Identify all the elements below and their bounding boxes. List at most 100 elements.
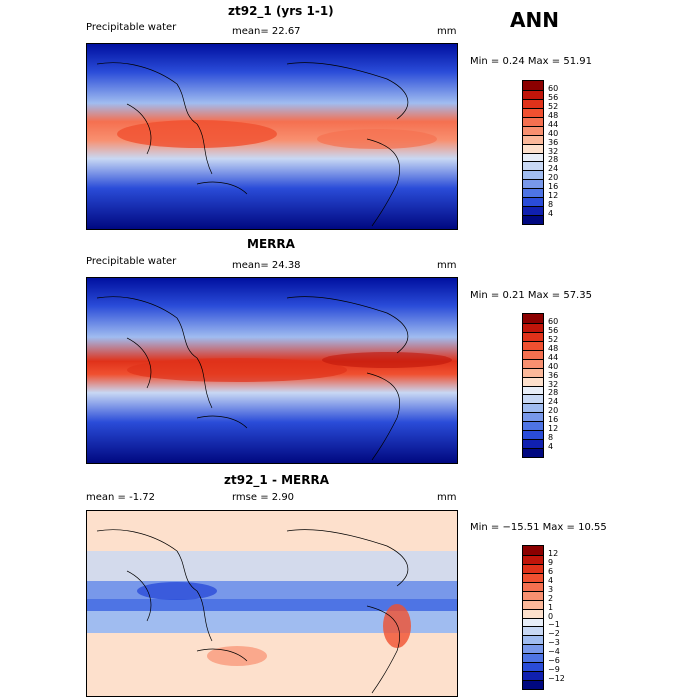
colorbar-swatch: [523, 617, 543, 627]
units-label-obs: mm: [437, 260, 457, 271]
map-diff: [86, 510, 458, 697]
colorbar-tick-label: 52: [548, 334, 559, 344]
colorbar-swatch: [523, 572, 543, 582]
colorbar-swatch: [523, 116, 543, 126]
colorbar-obs: [522, 313, 544, 458]
colorbar-swatch: [523, 125, 543, 135]
colorbar-tick-label: 40: [548, 128, 559, 138]
colorbar-tick-label: 9: [548, 557, 554, 567]
colorbar-swatch: [523, 644, 543, 654]
colorbar-tick-label: 4: [548, 575, 554, 585]
minmax-label-obs: Min = 0.21 Max = 57.35: [470, 290, 592, 301]
units-label-model: mm: [437, 26, 457, 37]
colorbar-tick-label: 44: [548, 119, 559, 129]
colorbar-swatch: [523, 394, 543, 404]
colorbar-tick-label: 6: [548, 566, 554, 576]
colorbar-tick-label: 32: [548, 379, 559, 389]
colorbar-tick-label: 40: [548, 361, 559, 371]
minmax-label-model: Min = 0.24 Max = 51.91: [470, 56, 592, 67]
colorbar-swatch: [523, 367, 543, 377]
colorbar-tick-label: 24: [548, 397, 559, 407]
colorbar-tick-label: 60: [548, 316, 559, 326]
season-label: ANN: [510, 8, 559, 32]
colorbar-swatch: [523, 376, 543, 386]
colorbar-diff: [522, 545, 544, 690]
colorbar-tick-label: 12: [548, 191, 559, 201]
colorbar-swatch: [523, 385, 543, 395]
variable-label-model: Precipitable water: [86, 22, 177, 33]
colorbar-tick-label: 24: [548, 164, 559, 174]
colorbar-tick-label: 48: [548, 110, 559, 120]
minmax-label-diff: Min = −15.51 Max = 10.55: [470, 522, 607, 533]
colorbar-tick-label: 36: [548, 370, 559, 380]
colorbar-swatch: [523, 581, 543, 591]
colorbar-swatch: [523, 179, 543, 189]
colorbar-tick-label: 20: [548, 173, 559, 183]
colorbar-tick-label: 52: [548, 101, 559, 111]
colorbar-swatch: [523, 349, 543, 359]
colorbar-tick-label: 4: [548, 442, 554, 452]
colorbar-tick-label: 8: [548, 200, 554, 210]
colorbar-swatch: [523, 662, 543, 672]
colorbar-swatch: [523, 143, 543, 153]
colorbar-tick-label: 48: [548, 343, 559, 353]
colorbar-swatch: [523, 421, 543, 431]
colorbar-swatch: [523, 322, 543, 332]
colorbar-swatch: [523, 170, 543, 180]
colorbar-swatch: [523, 546, 543, 555]
colorbar-swatch: [523, 671, 543, 681]
colorbar-swatch: [523, 188, 543, 198]
colorbar-swatch: [523, 161, 543, 171]
colorbar-swatch: [523, 439, 543, 449]
colorbar-swatch: [523, 89, 543, 99]
colorbar-tick-label: 56: [548, 325, 559, 335]
colorbar-swatch: [523, 206, 543, 216]
mean-label-model: mean= 22.67: [232, 26, 301, 37]
colorbar-swatch: [523, 448, 543, 457]
colorbar-tick-label: 0: [548, 611, 554, 621]
variable-label-obs: Precipitable water: [86, 256, 177, 267]
colorbar-swatch: [523, 653, 543, 663]
colorbar-swatch: [523, 590, 543, 600]
colorbar-tick-label: 16: [548, 415, 559, 425]
colorbar-swatch: [523, 197, 543, 207]
panel-title-diff: zt92_1 - MERRA: [224, 473, 330, 487]
colorbar-tick-label: −9: [548, 665, 560, 675]
colorbar-swatch: [523, 563, 543, 573]
colorbar-swatch: [523, 215, 543, 224]
map-model: [86, 43, 458, 230]
colorbar-tick-label: 28: [548, 388, 559, 398]
colorbar-model: [522, 80, 544, 225]
colorbar-swatch: [523, 412, 543, 422]
colorbar-tick-label: 1: [548, 602, 554, 612]
colorbar-swatch: [523, 314, 543, 323]
colorbar-swatch: [523, 635, 543, 645]
colorbar-tick-label: 16: [548, 182, 559, 192]
colorbar-tick-label: −12: [548, 674, 565, 684]
colorbar-tick-label: 60: [548, 83, 559, 93]
colorbar-tick-label: 4: [548, 209, 554, 219]
colorbar-swatch: [523, 403, 543, 413]
colorbar-tick-label: 12: [548, 424, 559, 434]
colorbar-swatch: [523, 331, 543, 341]
colorbar-swatch: [523, 340, 543, 350]
colorbar-tick-label: 20: [548, 406, 559, 416]
colorbar-swatch: [523, 81, 543, 90]
colorbar-swatch: [523, 554, 543, 564]
colorbar-swatch: [523, 134, 543, 144]
mean-label-obs: mean= 24.38: [232, 260, 301, 271]
colorbar-swatch: [523, 358, 543, 368]
colorbar-tick-label: 44: [548, 352, 559, 362]
colorbar-swatch: [523, 680, 543, 689]
colorbar-tick-label: 36: [548, 137, 559, 147]
colorbar-tick-label: 32: [548, 146, 559, 156]
colorbar-swatch: [523, 599, 543, 609]
colorbar-tick-label: −3: [548, 638, 560, 648]
panel-title-obs: MERRA: [247, 237, 295, 251]
colorbar-tick-label: 3: [548, 584, 554, 594]
colorbar-tick-label: −6: [548, 656, 560, 666]
colorbar-swatch: [523, 608, 543, 618]
map-obs: [86, 277, 458, 464]
colorbar-tick-label: 12: [548, 548, 559, 558]
colorbar-swatch: [523, 107, 543, 117]
